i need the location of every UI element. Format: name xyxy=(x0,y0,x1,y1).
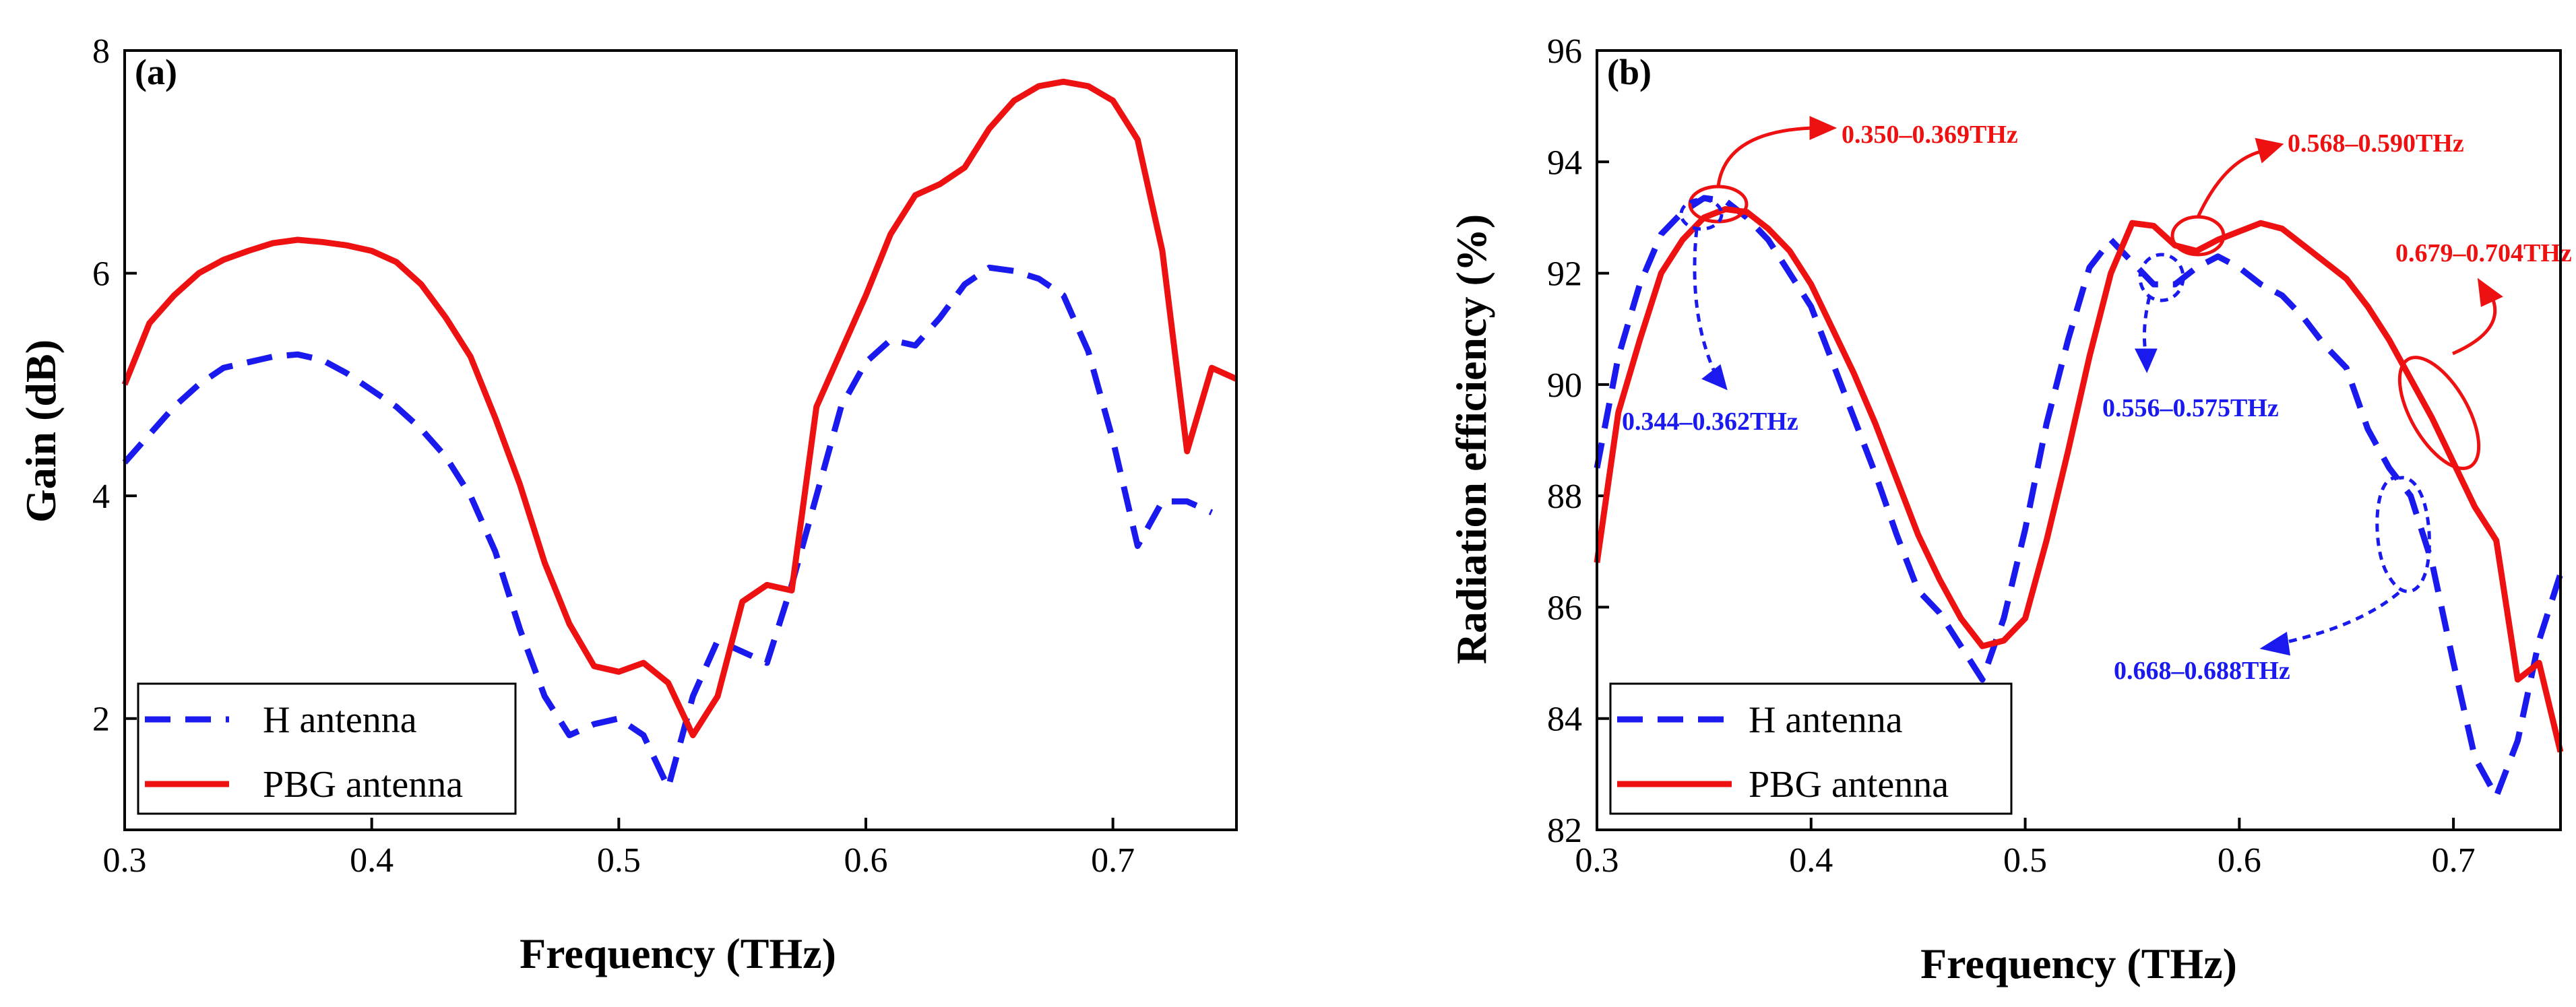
annotation-0679-0704: 0.679–0.704THz xyxy=(2395,239,2572,267)
gain-chart: 0.3 0.4 0.5 0.6 0.7 2 4 6 8 (a) Frequency (THz)… xyxy=(17,32,1238,977)
plot-frame xyxy=(1596,49,2562,831)
y-tick-label: 96 xyxy=(1547,32,1582,71)
series-layer xyxy=(1594,195,2564,800)
y-tick-label: 6 xyxy=(92,255,110,294)
x-axis-title-b: Frequency (THz) xyxy=(1920,940,2237,987)
y-tick-label: 92 xyxy=(1547,255,1582,294)
x-tick-label: 0.5 xyxy=(2003,841,2047,880)
arrow-0556 xyxy=(2142,296,2151,356)
legend-box xyxy=(1609,682,2013,815)
h-antenna-line xyxy=(1594,195,2564,800)
y-tick-label: 94 xyxy=(1547,143,1582,182)
x-tick-label: 0.6 xyxy=(844,841,888,880)
y-tick-label: 86 xyxy=(1547,589,1582,627)
y-tick-label: 88 xyxy=(1547,478,1582,516)
x-ticks: 0.3 0.4 0.5 0.6 0.7 xyxy=(103,818,1135,880)
pbg-antenna-line xyxy=(121,78,1238,738)
annotation-0568-0590: 0.568–0.590THz xyxy=(2288,129,2464,158)
arrowhead-0350 xyxy=(1809,116,1837,140)
series-layer xyxy=(121,78,1238,791)
y-ticks: 82 84 86 88 90 92 94 96 xyxy=(1547,32,1609,850)
x-ticks: 0.3 0.4 0.5 0.6 0.7 xyxy=(1575,818,2476,880)
marker-ellipse-0556 xyxy=(2138,253,2185,302)
arrow-0668 xyxy=(2280,591,2400,645)
legend-label-pbg-antenna: PBG antenna xyxy=(263,764,463,806)
y-tick-label: 84 xyxy=(1547,701,1582,739)
arrowhead-0568 xyxy=(2255,137,2284,164)
annotation-0556-0575: 0.556–0.575THz xyxy=(2102,394,2279,422)
y-ticks: 2 4 6 8 xyxy=(92,32,137,739)
plot-frame xyxy=(123,49,1238,831)
arrowhead-0344 xyxy=(1701,364,1728,391)
x-tick-label: 0.4 xyxy=(350,841,394,880)
annotation-labels: 0.350–0.369THz 0.568–0.590THz 0.679–0.70… xyxy=(1622,121,2572,685)
annotation-0344-0362: 0.344–0.362THz xyxy=(1622,408,1798,436)
legend-label-pbg-antenna: PBG antenna xyxy=(1749,764,1949,806)
arrowhead-0679 xyxy=(2477,278,2503,307)
annotation-0350-0369: 0.350–0.369THz xyxy=(1842,121,2018,149)
y-tick-label: 2 xyxy=(92,701,110,739)
arrow-0350 xyxy=(1716,126,1813,187)
legend-label-h-antenna: H antenna xyxy=(1749,699,1903,741)
x-tick-label: 0.3 xyxy=(103,841,147,880)
x-tick-label: 0.5 xyxy=(597,841,641,880)
arrowhead-0668 xyxy=(2259,631,2290,656)
arrow-0344 xyxy=(1693,228,1719,379)
radiation-efficiency-chart: 0.3 0.4 0.5 0.6 0.7 82 84 86 88 90 92 94 96 xyxy=(1447,32,2572,987)
x-axis-title-a: Frequency (THz) xyxy=(520,930,836,977)
y-axis-title-b: Radiation efficiency (%) xyxy=(1447,214,1495,664)
pbg-antenna-line xyxy=(1594,206,2564,753)
y-axis-title-a: Gain (dB) xyxy=(17,339,65,523)
marker-loop-0668 xyxy=(2375,476,2431,593)
arrow-0679 xyxy=(2451,295,2497,356)
x-tick-label: 0.3 xyxy=(1575,841,1619,880)
legend-label-h-antenna: H antenna xyxy=(263,699,417,741)
marker-ellipse-0344 xyxy=(1679,197,1724,231)
panel-label-a: (a) xyxy=(135,52,177,92)
y-tick-label: 82 xyxy=(1547,812,1582,850)
legend-box xyxy=(137,682,517,815)
panel-label-b: (b) xyxy=(1607,52,1652,92)
marker-ellipse-0679 xyxy=(2397,356,2481,470)
y-tick-label: 4 xyxy=(92,478,110,516)
h-antenna-line xyxy=(122,264,1214,791)
y-tick-label: 90 xyxy=(1547,366,1582,405)
annotation-marks xyxy=(1679,116,2503,656)
legend-b: H antenna PBG antenna xyxy=(1609,682,2013,815)
arrowhead-0556 xyxy=(2134,348,2158,373)
x-tick-label: 0.7 xyxy=(1091,841,1135,880)
annotation-0668-0688: 0.668–0.688THz xyxy=(2114,657,2290,685)
y-tick-label: 8 xyxy=(92,32,110,71)
x-tick-label: 0.7 xyxy=(2432,841,2476,880)
x-tick-label: 0.4 xyxy=(1789,841,1833,880)
arrow-0568 xyxy=(2196,150,2261,218)
x-tick-label: 0.6 xyxy=(2218,841,2261,880)
legend-a: H antenna PBG antenna xyxy=(137,682,517,815)
